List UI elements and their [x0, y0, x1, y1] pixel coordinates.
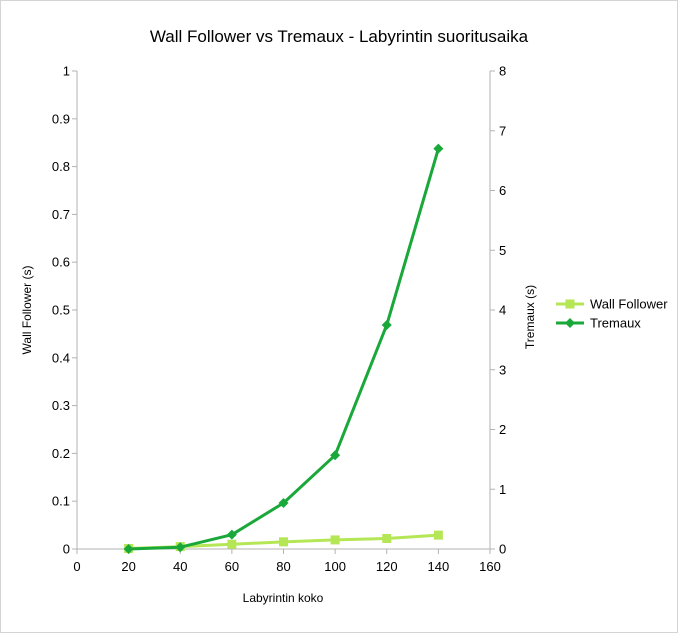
x-tick-label: 60: [225, 559, 239, 574]
y2-tick-label: 0: [499, 542, 506, 557]
x-tick-label: 40: [173, 559, 187, 574]
y-tick-label: 1: [63, 64, 70, 79]
y-tick-label: 0: [63, 542, 70, 557]
data-point-tremaux: [278, 497, 289, 508]
x-tick-label: 0: [73, 559, 80, 574]
data-point-wall-follower: [330, 535, 340, 545]
data-point-wall-follower: [433, 530, 443, 540]
y-axis-title: Wall Follower (s): [20, 266, 34, 355]
y2-tick-label: 8: [499, 64, 506, 79]
y2-tick-label: 2: [499, 422, 506, 437]
y2-tick-label: 4: [499, 303, 506, 318]
x-tick-label: 160: [479, 559, 501, 574]
data-point-tremaux: [123, 544, 134, 554]
y-tick-label: 0.1: [52, 494, 70, 509]
x-tick-label: 80: [276, 559, 290, 574]
y2-tick-label: 6: [499, 183, 506, 198]
data-point-wall-follower: [382, 533, 392, 543]
data-point-wall-follower: [227, 539, 237, 549]
y2-tick-label: 5: [499, 243, 506, 258]
x-tick-label: 100: [324, 559, 346, 574]
legend-label-wall-follower: Wall Follower: [590, 297, 668, 312]
x-tick-label: 20: [121, 559, 135, 574]
data-point-tremaux: [330, 450, 341, 461]
x-tick-label: 140: [428, 559, 450, 574]
data-point-tremaux: [175, 542, 186, 553]
x-tick-label: 120: [376, 559, 398, 574]
y-tick-label: 0.2: [52, 446, 70, 461]
legend-marker-wall-follower: [565, 299, 575, 309]
data-point-tremaux: [226, 529, 237, 540]
y2-axis-title: Tremaux (s): [523, 285, 537, 349]
y-tick-label: 0.8: [52, 159, 70, 174]
tick-labels: 0 20 40 60 80 100 120 140 16000.10.20.30.40.50.6…: [52, 64, 506, 575]
data-point-wall-follower: [279, 537, 288, 547]
y-tick-label: 0.4: [52, 350, 70, 365]
y-tick-label: 0.7: [52, 207, 70, 222]
plot-area: [123, 143, 444, 554]
legend-label-tremaux: Tremaux: [590, 316, 641, 331]
legend-marker-tremaux: [565, 318, 575, 328]
chart-title: Wall Follower vs Tremaux - Labyrintin su…: [150, 27, 529, 46]
data-point-tremaux: [381, 319, 392, 330]
y-tick-label: 0.9: [52, 111, 70, 126]
y-tick-label: 0.6: [52, 255, 70, 270]
y2-tick-label: 7: [499, 123, 506, 138]
legend: Wall Follower Tremaux: [556, 297, 668, 331]
x-axis-title: Labyrintin koko: [243, 591, 324, 605]
y2-tick-label: 3: [499, 362, 506, 377]
y-tick-label: 0.3: [52, 398, 70, 413]
y-tick-label: 0.5: [52, 303, 70, 318]
y2-tick-label: 1: [499, 482, 506, 497]
data-point-tremaux: [433, 143, 444, 154]
